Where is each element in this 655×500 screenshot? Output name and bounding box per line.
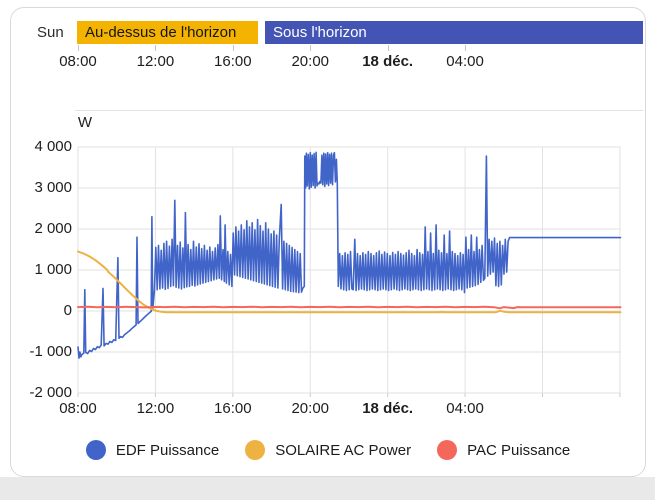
timeline-tick-label: 16:00 — [214, 53, 252, 70]
history-graph-card — [10, 7, 646, 477]
timeline-tick-label: 08:00 — [59, 53, 97, 70]
x-axis-tick-label: 04:00 — [446, 400, 484, 417]
y-axis-tick-label: -1 000 — [29, 343, 72, 360]
y-axis-tick-label: 0 — [63, 302, 72, 319]
sun-segment-above-horizon[interactable]: Au-dessus de l'horizon — [77, 21, 258, 44]
sun-entity-label: Sun — [37, 24, 64, 41]
x-axis-tick-label: 20:00 — [291, 400, 330, 417]
legend-item-edf-puissance[interactable]: EDF Puissance — [85, 440, 220, 460]
y-axis-unit-label: W — [77, 114, 93, 131]
page-background-strip — [0, 477, 655, 500]
legend-dot — [437, 440, 458, 460]
section-divider — [75, 110, 643, 111]
timeline-tick-label: 12:00 — [136, 53, 175, 70]
x-axis-tick-label: 18 déc. — [362, 400, 414, 417]
legend-item-pac-puissance[interactable]: PAC Puissance — [437, 440, 570, 460]
x-axis-tick-label: 16:00 — [214, 400, 252, 417]
timeline-tick-mark — [310, 45, 312, 51]
series-line-edf-puissance[interactable] — [77, 151, 622, 359]
series-line-pac-puissance[interactable] — [77, 305, 622, 310]
legend-item-solaire-ac-power[interactable]: SOLAIRE AC Power — [245, 440, 411, 460]
timeline-tick-label: 18 déc. — [362, 53, 414, 70]
y-axis-tick-label: 4 000 — [34, 138, 72, 155]
legend-dot — [85, 440, 106, 460]
x-axis-tick-label: 08:00 — [59, 400, 97, 417]
timeline-tick-mark — [232, 45, 234, 51]
y-axis-labels: 4 000 3 000 2 000 1 000 0 -1 000 -2 000 — [0, 0, 72, 470]
x-axis-tick-label: 12:00 — [136, 400, 175, 417]
y-axis-tick-label: 2 000 — [34, 220, 72, 237]
timeline-tick-mark — [155, 45, 157, 51]
sun-horizon-timeline: Au-dessus de l'horizon Sous l'horizon — [77, 21, 643, 44]
y-axis-tick-label: 3 000 — [34, 179, 72, 196]
legend-label: EDF Puissance — [115, 441, 220, 459]
legend-dot — [245, 440, 266, 460]
sun-segment-below-horizon[interactable]: Sous l'horizon — [265, 21, 643, 44]
y-axis-tick-label: -2 000 — [29, 384, 72, 401]
timeline-tick-mark — [78, 45, 79, 51]
timeline-tick-mark — [387, 45, 389, 51]
legend-label: SOLAIRE AC Power — [275, 441, 412, 459]
timeline-tick-label: 20:00 — [291, 53, 330, 70]
timeline-tick-mark — [465, 45, 467, 51]
timeline-tick-label: 04:00 — [446, 53, 484, 70]
chart-legend: EDF Puissance SOLAIRE AC Power PAC Puissan… — [10, 440, 646, 460]
y-axis-tick-label: 1 000 — [34, 261, 72, 278]
legend-label: PAC Puissance — [467, 441, 571, 459]
